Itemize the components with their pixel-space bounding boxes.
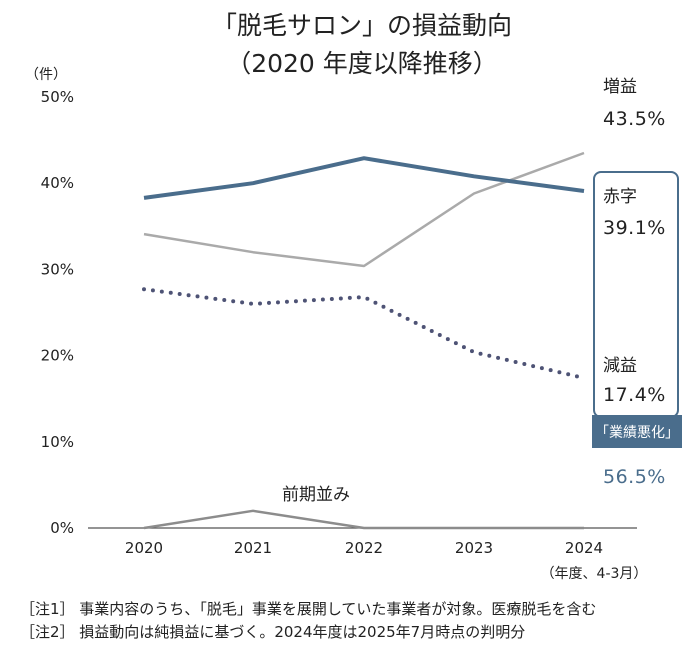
- performance-decline-badge-label: 「業績悪化」: [595, 425, 679, 441]
- performance-decline-badge: [592, 415, 682, 448]
- x-tick-label: 2023: [455, 539, 493, 557]
- x-tick-labels: 2020 2021 2022 2023 2024: [125, 539, 603, 557]
- y-tick-label: 0%: [50, 519, 74, 537]
- performance-decline-total: 56.5%: [603, 466, 666, 488]
- series-lines: [142, 151, 586, 530]
- y-unit-label: （件）: [25, 67, 67, 83]
- note-1: ［注1］ 事業内容のうち、「脱毛」事業を展開していた事業者が対象。医療脱毛を含む: [20, 600, 596, 618]
- series-line-decrease: [142, 287, 586, 380]
- series-line-flat: [143, 509, 584, 530]
- y-tick-label: 50%: [41, 88, 74, 106]
- label-increase-value: 43.5%: [603, 108, 666, 130]
- label-decrease-value: 17.4%: [603, 384, 666, 406]
- x-tick-label: 2024: [565, 539, 603, 557]
- note-2: ［注2］ 損益動向は純損益に基づく。2024年度は2025年7月時点の判明分: [20, 623, 525, 641]
- series-line-deficit: [143, 156, 585, 200]
- label-increase-name: 増益: [603, 77, 637, 97]
- y-tick-label: 10%: [41, 433, 74, 451]
- x-tick-label: 2022: [345, 539, 383, 557]
- label-flat-name: 前期並み: [282, 485, 350, 505]
- label-deficit-name: 赤字: [603, 187, 637, 207]
- deficit-bracket: [593, 171, 679, 418]
- y-tick-label: 30%: [41, 260, 74, 278]
- y-tick-label: 20%: [41, 347, 74, 365]
- chart-title-line2: （2020 年度以降推移）: [226, 49, 498, 78]
- x-unit-label: （年度、4-3月）: [541, 566, 648, 582]
- y-tick-labels: 0% 10% 20% 30% 40% 50%: [41, 88, 74, 537]
- label-decrease-name: 減益: [603, 356, 637, 376]
- label-deficit-value: 39.1%: [603, 217, 666, 239]
- x-tick-label: 2021: [234, 539, 272, 557]
- y-tick-label: 40%: [41, 174, 74, 192]
- series-line-increase: [143, 151, 585, 268]
- chart-title-line1: 「脱毛サロン」の損益動向: [212, 11, 512, 40]
- x-tick-label: 2020: [125, 539, 163, 557]
